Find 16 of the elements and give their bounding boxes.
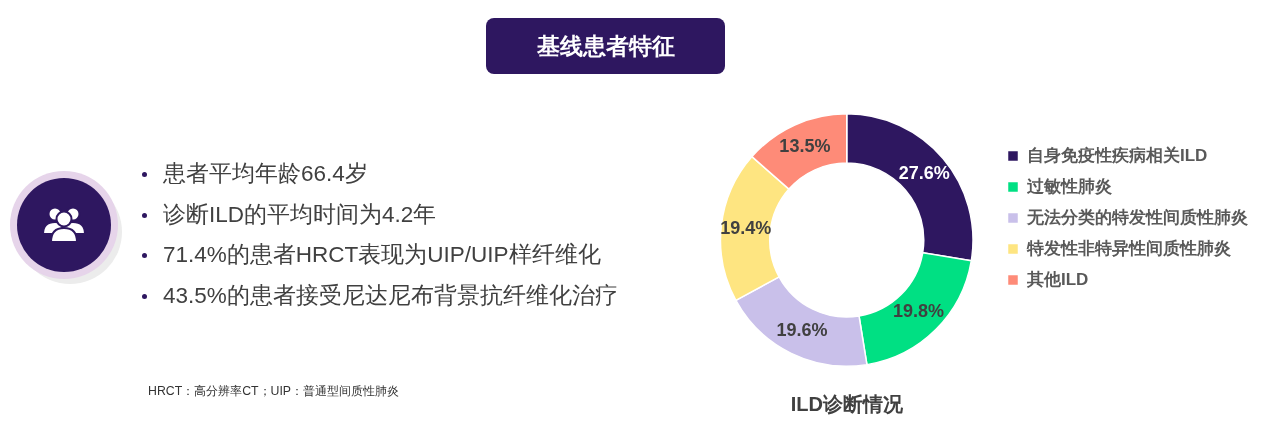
data-label: 19.6% [776,320,828,341]
legend-label: 特发性非特异性间质性肺炎 [1026,238,1231,258]
text: 诊断ILD的平均时间为4.2年 [163,201,437,227]
data-label: 27.6% [898,163,950,184]
legend-label: 过敏性肺炎 [1026,176,1112,196]
legend-label: 无法分类的特发性间质性肺炎 [1026,207,1248,227]
legend-label: 自身免疫性疾病相关ILD [1027,145,1208,165]
legend-label: 其他ILD [1026,269,1089,289]
text: 71.4%的患者HRCT表现为UIP/UIP样纤维化 [163,242,601,267]
text: ILD诊断情况 [790,392,904,415]
text: 基线患者特征 [536,31,675,61]
data-label: 13.5% [779,136,831,157]
text: HRCT：高分辨率CT；UIP：普通型间质性肺炎 [148,383,400,400]
text: 43.5%的患者接受尼达尼布背景抗纤维化治疗 [163,282,618,308]
data-label: 19.8% [892,301,944,321]
text: 患者平均年龄66.4岁 [163,161,368,186]
